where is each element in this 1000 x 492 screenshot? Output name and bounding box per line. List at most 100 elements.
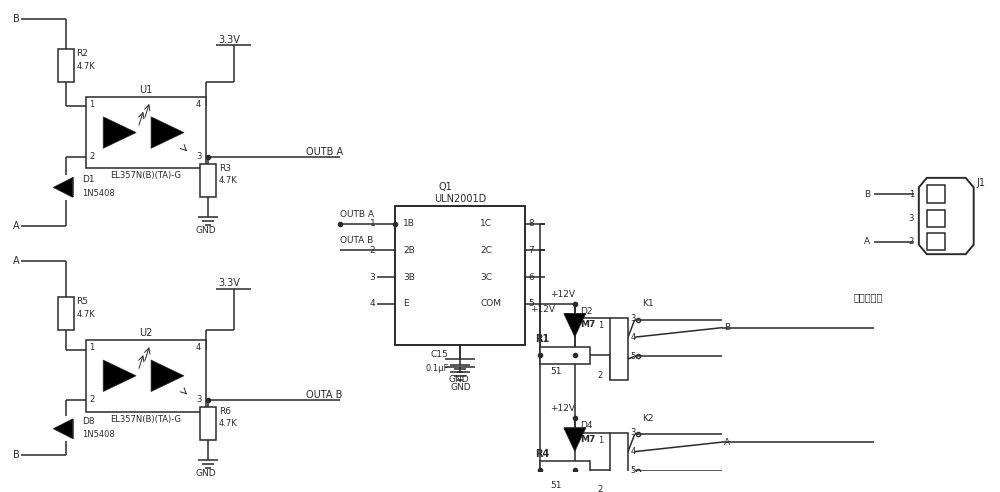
- Text: 4: 4: [196, 343, 201, 352]
- Text: +12V: +12V: [550, 404, 575, 413]
- Text: GND: GND: [448, 374, 469, 384]
- Text: 4.7K: 4.7K: [219, 420, 238, 429]
- Text: R4: R4: [535, 449, 549, 459]
- Text: 0.1μF: 0.1μF: [425, 364, 449, 373]
- Text: R2: R2: [76, 49, 88, 59]
- Text: 2: 2: [89, 395, 94, 404]
- Text: 7: 7: [528, 246, 534, 255]
- Bar: [58, 49, 74, 83]
- Polygon shape: [53, 178, 73, 197]
- Text: 1N5408: 1N5408: [82, 188, 115, 198]
- Text: A: A: [13, 220, 20, 231]
- Text: 3.3V: 3.3V: [219, 278, 241, 288]
- Text: A: A: [724, 437, 730, 447]
- Text: 51: 51: [550, 367, 561, 376]
- Bar: [395, 207, 525, 345]
- Text: M7: M7: [580, 435, 595, 444]
- Polygon shape: [151, 117, 184, 148]
- Bar: [58, 297, 74, 331]
- Text: 1N5408: 1N5408: [82, 430, 115, 439]
- Text: 51: 51: [550, 482, 561, 491]
- Text: +12V: +12V: [550, 290, 575, 299]
- Text: R6: R6: [219, 407, 231, 416]
- Text: 5: 5: [631, 466, 636, 475]
- Text: K1: K1: [643, 299, 654, 308]
- Bar: [610, 318, 628, 380]
- Text: 1: 1: [89, 100, 94, 109]
- Text: 蓄电池插口: 蓄电池插口: [854, 292, 883, 302]
- Text: 1: 1: [89, 343, 94, 352]
- Text: EL357N(B)(TA)-G: EL357N(B)(TA)-G: [110, 171, 181, 181]
- Text: 4.7K: 4.7K: [76, 62, 95, 71]
- Text: 8: 8: [528, 219, 534, 228]
- Text: COM: COM: [480, 299, 501, 308]
- Text: 3: 3: [196, 395, 201, 404]
- Text: OUTB A: OUTB A: [306, 147, 343, 157]
- Text: GND: GND: [196, 469, 216, 478]
- Text: 3: 3: [196, 152, 201, 161]
- Text: B: B: [13, 451, 20, 461]
- Text: 2: 2: [598, 371, 603, 380]
- Text: OUTA B: OUTA B: [306, 390, 342, 400]
- Text: D1: D1: [82, 175, 95, 184]
- Text: +12V: +12V: [530, 305, 555, 314]
- Text: 1: 1: [598, 436, 603, 445]
- Text: K2: K2: [643, 414, 654, 423]
- Text: 4: 4: [631, 447, 636, 456]
- Text: 2C: 2C: [480, 246, 492, 255]
- Text: B: B: [724, 323, 730, 332]
- Text: EL357N(B)(TA)-G: EL357N(B)(TA)-G: [110, 415, 181, 424]
- Bar: [540, 347, 590, 364]
- Text: 5: 5: [528, 299, 534, 308]
- Polygon shape: [151, 360, 184, 392]
- Bar: [540, 461, 590, 478]
- Bar: [200, 163, 216, 197]
- Text: D8: D8: [82, 417, 95, 426]
- Bar: [610, 432, 628, 492]
- Bar: [927, 210, 945, 227]
- Text: OUTA B: OUTA B: [340, 236, 374, 246]
- Polygon shape: [103, 360, 136, 392]
- Text: OUTB A: OUTB A: [340, 210, 374, 218]
- Text: R5: R5: [76, 297, 88, 307]
- Text: 4: 4: [631, 333, 636, 341]
- Text: 4: 4: [196, 100, 201, 109]
- Text: 3: 3: [908, 215, 914, 223]
- Text: M7: M7: [580, 320, 595, 329]
- Text: 1B: 1B: [403, 219, 415, 228]
- Text: 4.7K: 4.7K: [219, 176, 238, 185]
- Text: Q1: Q1: [438, 183, 452, 192]
- Bar: [927, 233, 945, 250]
- Text: 3: 3: [631, 313, 636, 323]
- Text: J1: J1: [977, 178, 986, 187]
- Text: 1C: 1C: [480, 219, 492, 228]
- Text: GND: GND: [450, 383, 471, 392]
- Polygon shape: [564, 313, 586, 337]
- Text: 3: 3: [370, 273, 375, 281]
- Polygon shape: [919, 178, 974, 254]
- Text: GND: GND: [196, 226, 216, 235]
- Text: 3: 3: [631, 428, 636, 437]
- Text: R3: R3: [219, 164, 231, 173]
- Text: 4: 4: [370, 299, 375, 308]
- Bar: [200, 407, 216, 440]
- Text: 2: 2: [909, 237, 914, 246]
- Text: E: E: [403, 299, 409, 308]
- Polygon shape: [53, 419, 73, 439]
- Polygon shape: [103, 117, 136, 148]
- Text: D4: D4: [580, 421, 592, 430]
- Bar: [86, 97, 206, 168]
- Text: 1: 1: [598, 321, 603, 330]
- Text: 3B: 3B: [403, 273, 415, 281]
- Text: B: B: [13, 14, 20, 24]
- Polygon shape: [564, 428, 586, 451]
- Text: 2: 2: [370, 246, 375, 255]
- Text: 5: 5: [631, 352, 636, 361]
- Text: C15: C15: [430, 350, 448, 359]
- Text: 4.7K: 4.7K: [76, 310, 95, 319]
- Text: U1: U1: [139, 85, 153, 95]
- Text: 3C: 3C: [480, 273, 492, 281]
- Text: 6: 6: [528, 273, 534, 281]
- Text: A: A: [13, 256, 20, 266]
- Text: ULN2001D: ULN2001D: [434, 194, 486, 204]
